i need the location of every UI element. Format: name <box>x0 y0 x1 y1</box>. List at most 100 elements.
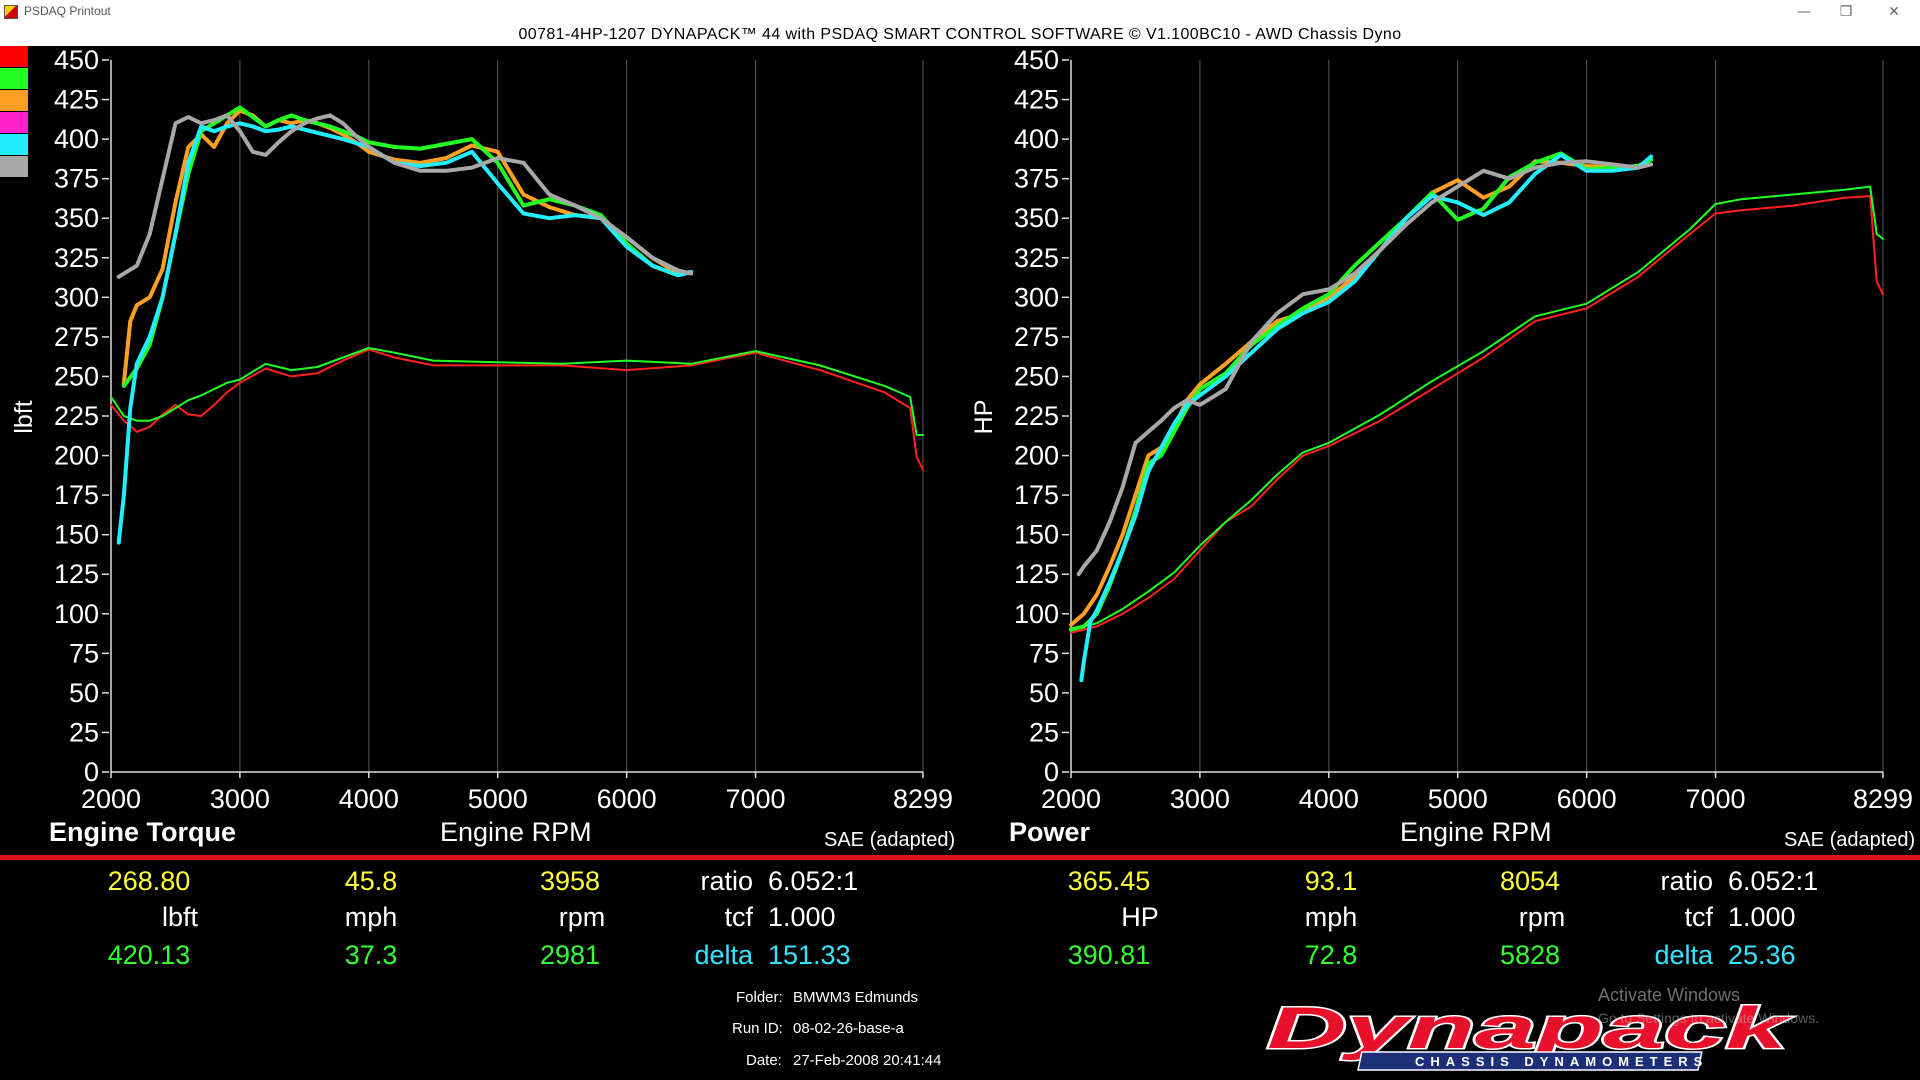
legend-swatch-4[interactable] <box>0 134 28 155</box>
power-x-axis-title: Engine RPM <box>1400 817 1552 847</box>
y-tick-label: 200 <box>1014 441 1059 471</box>
y-tick-label: 250 <box>54 361 99 391</box>
y-tick-label: 275 <box>1014 322 1059 352</box>
power-unit: HP <box>1121 902 1159 932</box>
x-tick-label: 8299 <box>893 784 953 814</box>
folder-value: BMWM3 Edmunds <box>793 989 919 1006</box>
y-tick-label: 50 <box>69 678 99 708</box>
close-button[interactable]: ✕ <box>1888 4 1900 20</box>
x-tick-label: 4000 <box>1299 784 1359 814</box>
y-tick-label: 300 <box>1014 282 1059 312</box>
torque-peak-value: 420.13 <box>107 940 191 970</box>
torque-tcf-value: 1.000 <box>768 902 836 932</box>
logo-tagline: CHASSIS DYNAMOMETERS <box>1415 1054 1708 1069</box>
minimize-button[interactable]: — <box>1797 4 1811 20</box>
torque-rpm-unit: rpm <box>558 902 606 932</box>
y-tick-label: 250 <box>1014 361 1059 391</box>
power-cursor-rpm: 8054 <box>1499 866 1561 896</box>
activation-watermark-title: Activate Windows <box>1598 985 1741 1005</box>
y-tick-label: 0 <box>84 757 99 787</box>
power-sae-note: SAE (adapted) <box>1784 829 1916 851</box>
date-value: 27-Feb-2008 20:41:44 <box>793 1052 942 1069</box>
y-axis-title: HP <box>970 400 998 435</box>
logo-brand: Dynapack <box>1267 996 1792 1061</box>
y-tick-label: 300 <box>54 282 99 312</box>
series-line-3 <box>1069 151 1654 632</box>
restore-button[interactable]: ❐ <box>1839 4 1853 20</box>
y-tick-label: 150 <box>54 520 99 550</box>
torque-cursor-rpm: 3958 <box>539 866 601 896</box>
date-label: Date: <box>746 1052 782 1069</box>
y-tick-label: 375 <box>54 164 99 194</box>
app-icon <box>4 5 18 19</box>
dynapack-logo: Dynapack CHASSIS DYNAMOMETERS <box>1266 995 1794 1071</box>
y-tick-label: 225 <box>54 401 99 431</box>
power-rpm-unit: rpm <box>1518 902 1566 932</box>
y-tick-label: 75 <box>1029 638 1059 668</box>
y-tick-label: 325 <box>1014 243 1059 273</box>
y-tick-label: 100 <box>54 599 99 629</box>
x-tick-label: 3000 <box>210 784 270 814</box>
series-line-3 <box>121 105 694 388</box>
y-tick-label: 400 <box>1014 124 1059 154</box>
x-tick-label: 4000 <box>339 784 399 814</box>
power-ratio-value: 6.052:1 <box>1728 866 1819 896</box>
legend-swatch-3[interactable] <box>0 112 28 133</box>
run-id-label: Run ID: <box>732 1020 783 1037</box>
x-tick-label: 2000 <box>81 784 141 814</box>
y-tick-label: 450 <box>54 46 99 75</box>
series-line-2 <box>121 108 694 385</box>
power-ratio-label: ratio <box>1660 866 1713 896</box>
torque-ratio-value: 6.052:1 <box>768 866 859 896</box>
series-line-5 <box>1076 159 1654 577</box>
power-section-title: Power <box>1009 817 1091 847</box>
y-tick-label: 275 <box>54 322 99 352</box>
y-tick-label: 0 <box>1044 757 1059 787</box>
run-header: 00781-4HP-1207 DYNAPACK™ 44 with PSDAQ S… <box>0 24 1920 46</box>
divider-left <box>0 855 961 860</box>
torque-x-axis-title: Engine RPM <box>440 817 592 847</box>
x-tick-label: 2000 <box>1041 784 1101 814</box>
x-tick-label: 7000 <box>1686 784 1746 814</box>
torque-sae-note: SAE (adapted) <box>824 829 956 851</box>
power-delta-label: delta <box>1654 940 1713 970</box>
power-tcf-label: tcf <box>1684 902 1713 932</box>
folder-label: Folder: <box>736 989 783 1006</box>
torque-ratio-label: ratio <box>700 866 753 896</box>
torque-speed-unit: mph <box>344 902 398 932</box>
series-line-1 <box>110 347 924 436</box>
y-tick-label: 175 <box>1014 480 1059 510</box>
torque-unit: lbft <box>161 902 199 932</box>
y-tick-label: 175 <box>54 480 99 510</box>
window-title: PSDAQ Printout <box>24 4 111 18</box>
x-tick-label: 6000 <box>1557 784 1617 814</box>
torque-peak-speed: 37.3 <box>344 940 398 970</box>
series-line-4 <box>116 121 694 545</box>
y-tick-label: 425 <box>1014 85 1059 115</box>
y-tick-label: 100 <box>1014 599 1059 629</box>
torque-delta-label: delta <box>694 940 753 970</box>
torque-cursor-speed: 45.8 <box>344 866 398 896</box>
power-cursor-speed: 93.1 <box>1304 866 1358 896</box>
series-line-0 <box>1070 195 1884 634</box>
y-tick-label: 25 <box>1029 717 1059 747</box>
x-tick-label: 3000 <box>1170 784 1230 814</box>
legend-swatch-5[interactable] <box>0 156 28 177</box>
y-tick-label: 50 <box>1029 678 1059 708</box>
y-tick-label: 350 <box>1014 203 1059 233</box>
series-line-2 <box>1069 157 1654 627</box>
activation-watermark-text: Go to Settings to activate Windows. <box>1598 1010 1819 1026</box>
legend-swatch-2[interactable] <box>0 90 28 111</box>
x-tick-label: 6000 <box>597 784 657 814</box>
chart-panel-0: 2000 3000 4000 5000 6000 7000 8299 0 25 50 75 100 12… <box>10 46 953 814</box>
torque-cursor-value: 268.80 <box>107 866 191 896</box>
legend-swatch-1[interactable] <box>0 68 28 89</box>
torque-tcf-label: tcf <box>724 902 753 932</box>
y-tick-label: 425 <box>54 85 99 115</box>
power-speed-unit: mph <box>1304 902 1358 932</box>
power-delta-value: 25.36 <box>1728 940 1796 970</box>
y-tick-label: 450 <box>1014 46 1059 75</box>
series-line-5 <box>116 113 694 279</box>
window-titlebar: PSDAQ Printout — ❐ ✕ <box>0 0 1920 24</box>
legend-swatch-0[interactable] <box>0 46 28 67</box>
